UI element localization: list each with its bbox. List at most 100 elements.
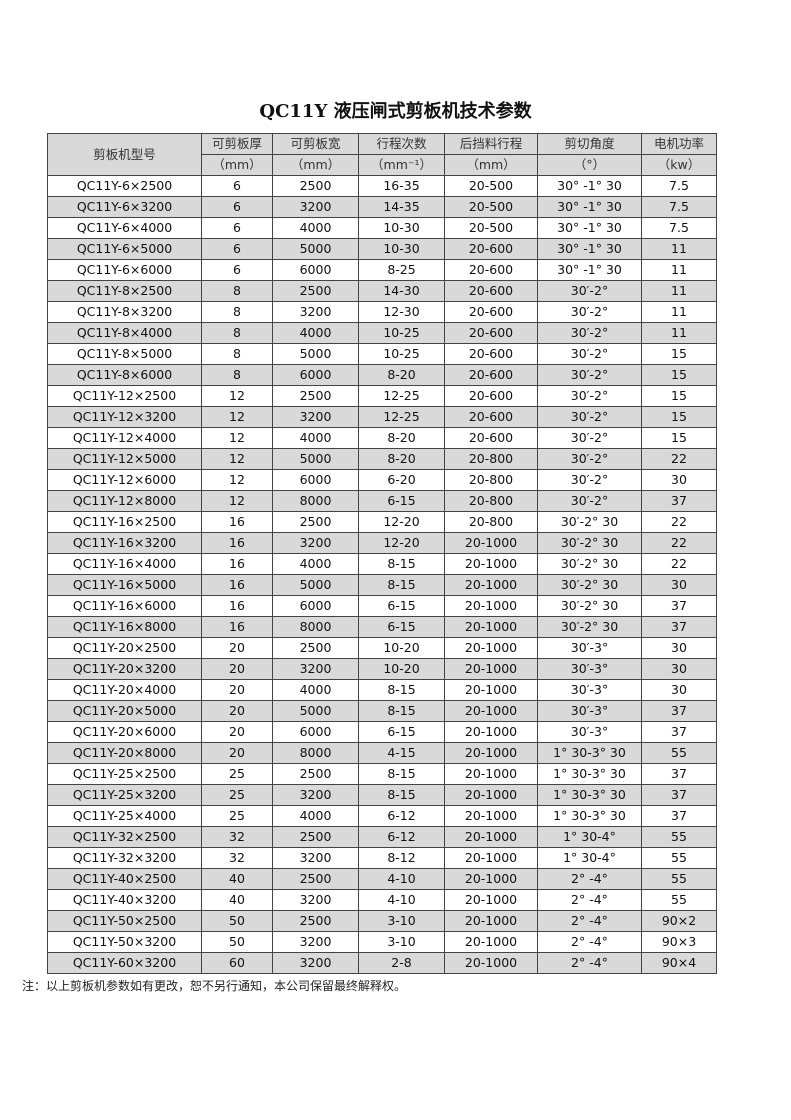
- cell-model: QC11Y-50×2500: [47, 910, 202, 932]
- cell-model: QC11Y-12×6000: [47, 469, 202, 491]
- cell-power: 22: [641, 511, 717, 533]
- cell-strokes: 6-12: [358, 805, 445, 827]
- table-row: QC11Y-16×2500 16 2500 12-20 20-800 30′-2° 30 2…: [47, 511, 717, 533]
- cell-power: 22: [641, 553, 717, 575]
- cell-backgauge: 20-500: [444, 196, 538, 218]
- cell-power: 37: [641, 700, 717, 722]
- table-row: QC11Y-16×5000 16 5000 8-15 20-1000 30′-2° 30 3…: [47, 574, 717, 596]
- cell-angle: 2° -4°: [537, 931, 642, 953]
- cell-model: QC11Y-32×2500: [47, 826, 202, 848]
- cell-angle: 30′-2° 30: [537, 532, 642, 554]
- cell-thickness: 6: [201, 196, 273, 218]
- cell-angle: 1° 30-3° 30: [537, 784, 642, 806]
- cell-model: QC11Y-16×3200: [47, 532, 202, 554]
- cell-strokes: 8-15: [358, 574, 445, 596]
- cell-strokes: 10-30: [358, 238, 445, 260]
- table-row: QC11Y-50×2500 50 2500 3-10 20-1000 2° -4° 90×2: [47, 910, 717, 932]
- cell-angle: 1° 30-3° 30: [537, 805, 642, 827]
- unit-backgauge: （mm）: [444, 154, 538, 176]
- table-row: QC11Y-16×8000 16 8000 6-15 20-1000 30′-2° 30 3…: [47, 616, 717, 638]
- cell-angle: 30′-2°: [537, 448, 642, 470]
- cell-backgauge: 20-1000: [444, 952, 538, 974]
- cell-power: 55: [641, 847, 717, 869]
- cell-model: QC11Y-12×5000: [47, 448, 202, 470]
- cell-angle: 1° 30-4°: [537, 847, 642, 869]
- cell-backgauge: 20-600: [444, 343, 538, 365]
- cell-width: 6000: [272, 721, 359, 743]
- cell-thickness: 25: [201, 763, 273, 785]
- cell-backgauge: 20-600: [444, 259, 538, 281]
- cell-angle: 2° -4°: [537, 910, 642, 932]
- cell-backgauge: 20-800: [444, 469, 538, 491]
- cell-angle: 30° -1° 30: [537, 238, 642, 260]
- cell-power: 11: [641, 301, 717, 323]
- cell-angle: 2° -4°: [537, 868, 642, 890]
- cell-model: QC11Y-20×4000: [47, 679, 202, 701]
- cell-thickness: 20: [201, 679, 273, 701]
- cell-angle: 30′-3°: [537, 658, 642, 680]
- cell-power: 15: [641, 427, 717, 449]
- cell-model: QC11Y-16×8000: [47, 616, 202, 638]
- cell-thickness: 25: [201, 805, 273, 827]
- table-row: QC11Y-12×6000 12 6000 6-20 20-800 30′-2° 30: [47, 469, 717, 491]
- cell-strokes: 6-15: [358, 595, 445, 617]
- cell-thickness: 12: [201, 385, 273, 407]
- cell-width: 4000: [272, 217, 359, 239]
- cell-backgauge: 20-600: [444, 322, 538, 344]
- header-backgauge: 后挡料行程: [444, 133, 538, 155]
- cell-strokes: 8-15: [358, 784, 445, 806]
- cell-strokes: 4-10: [358, 889, 445, 911]
- cell-model: QC11Y-6×5000: [47, 238, 202, 260]
- cell-power: 15: [641, 343, 717, 365]
- cell-width: 4000: [272, 805, 359, 827]
- cell-angle: 30′-2°: [537, 385, 642, 407]
- table-row: QC11Y-20×5000 20 5000 8-15 20-1000 30′-3° 37: [47, 700, 717, 722]
- cell-thickness: 32: [201, 826, 273, 848]
- table-row: QC11Y-8×6000 8 6000 8-20 20-600 30′-2° 15: [47, 364, 717, 386]
- cell-width: 2500: [272, 868, 359, 890]
- cell-power: 37: [641, 763, 717, 785]
- cell-thickness: 6: [201, 175, 273, 197]
- cell-width: 8000: [272, 616, 359, 638]
- cell-backgauge: 20-1000: [444, 847, 538, 869]
- cell-thickness: 12: [201, 448, 273, 470]
- cell-thickness: 20: [201, 742, 273, 764]
- table-row: QC11Y-8×5000 8 5000 10-25 20-600 30′-2° 15: [47, 343, 717, 365]
- cell-width: 8000: [272, 742, 359, 764]
- cell-power: 30: [641, 469, 717, 491]
- cell-model: QC11Y-12×8000: [47, 490, 202, 512]
- cell-strokes: 10-20: [358, 658, 445, 680]
- cell-strokes: 10-25: [358, 322, 445, 344]
- cell-strokes: 3-10: [358, 931, 445, 953]
- cell-backgauge: 20-1000: [444, 595, 538, 617]
- cell-power: 37: [641, 595, 717, 617]
- cell-strokes: 4-10: [358, 868, 445, 890]
- cell-backgauge: 20-1000: [444, 826, 538, 848]
- cell-backgauge: 20-600: [444, 427, 538, 449]
- cell-backgauge: 20-1000: [444, 805, 538, 827]
- cell-power: 7.5: [641, 175, 717, 197]
- cell-model: QC11Y-16×2500: [47, 511, 202, 533]
- cell-width: 2500: [272, 280, 359, 302]
- cell-power: 90×3: [641, 931, 717, 953]
- cell-backgauge: 20-1000: [444, 700, 538, 722]
- unit-width: （mm）: [272, 154, 359, 176]
- cell-angle: 30′-2°: [537, 364, 642, 386]
- table-row: QC11Y-60×3200 60 3200 2-8 20-1000 2° -4° 90×4: [47, 952, 717, 974]
- cell-backgauge: 20-1000: [444, 679, 538, 701]
- cell-thickness: 50: [201, 910, 273, 932]
- cell-model: QC11Y-40×2500: [47, 868, 202, 890]
- cell-width: 5000: [272, 238, 359, 260]
- cell-power: 11: [641, 322, 717, 344]
- cell-width: 4000: [272, 427, 359, 449]
- cell-angle: 30′-2° 30: [537, 574, 642, 596]
- cell-width: 2500: [272, 511, 359, 533]
- cell-width: 3200: [272, 952, 359, 974]
- cell-strokes: 10-25: [358, 343, 445, 365]
- cell-angle: 30′-2°: [537, 280, 642, 302]
- cell-strokes: 10-30: [358, 217, 445, 239]
- cell-backgauge: 20-600: [444, 385, 538, 407]
- cell-width: 3200: [272, 784, 359, 806]
- cell-thickness: 20: [201, 721, 273, 743]
- table-row: QC11Y-16×6000 16 6000 6-15 20-1000 30′-2° 30 3…: [47, 595, 717, 617]
